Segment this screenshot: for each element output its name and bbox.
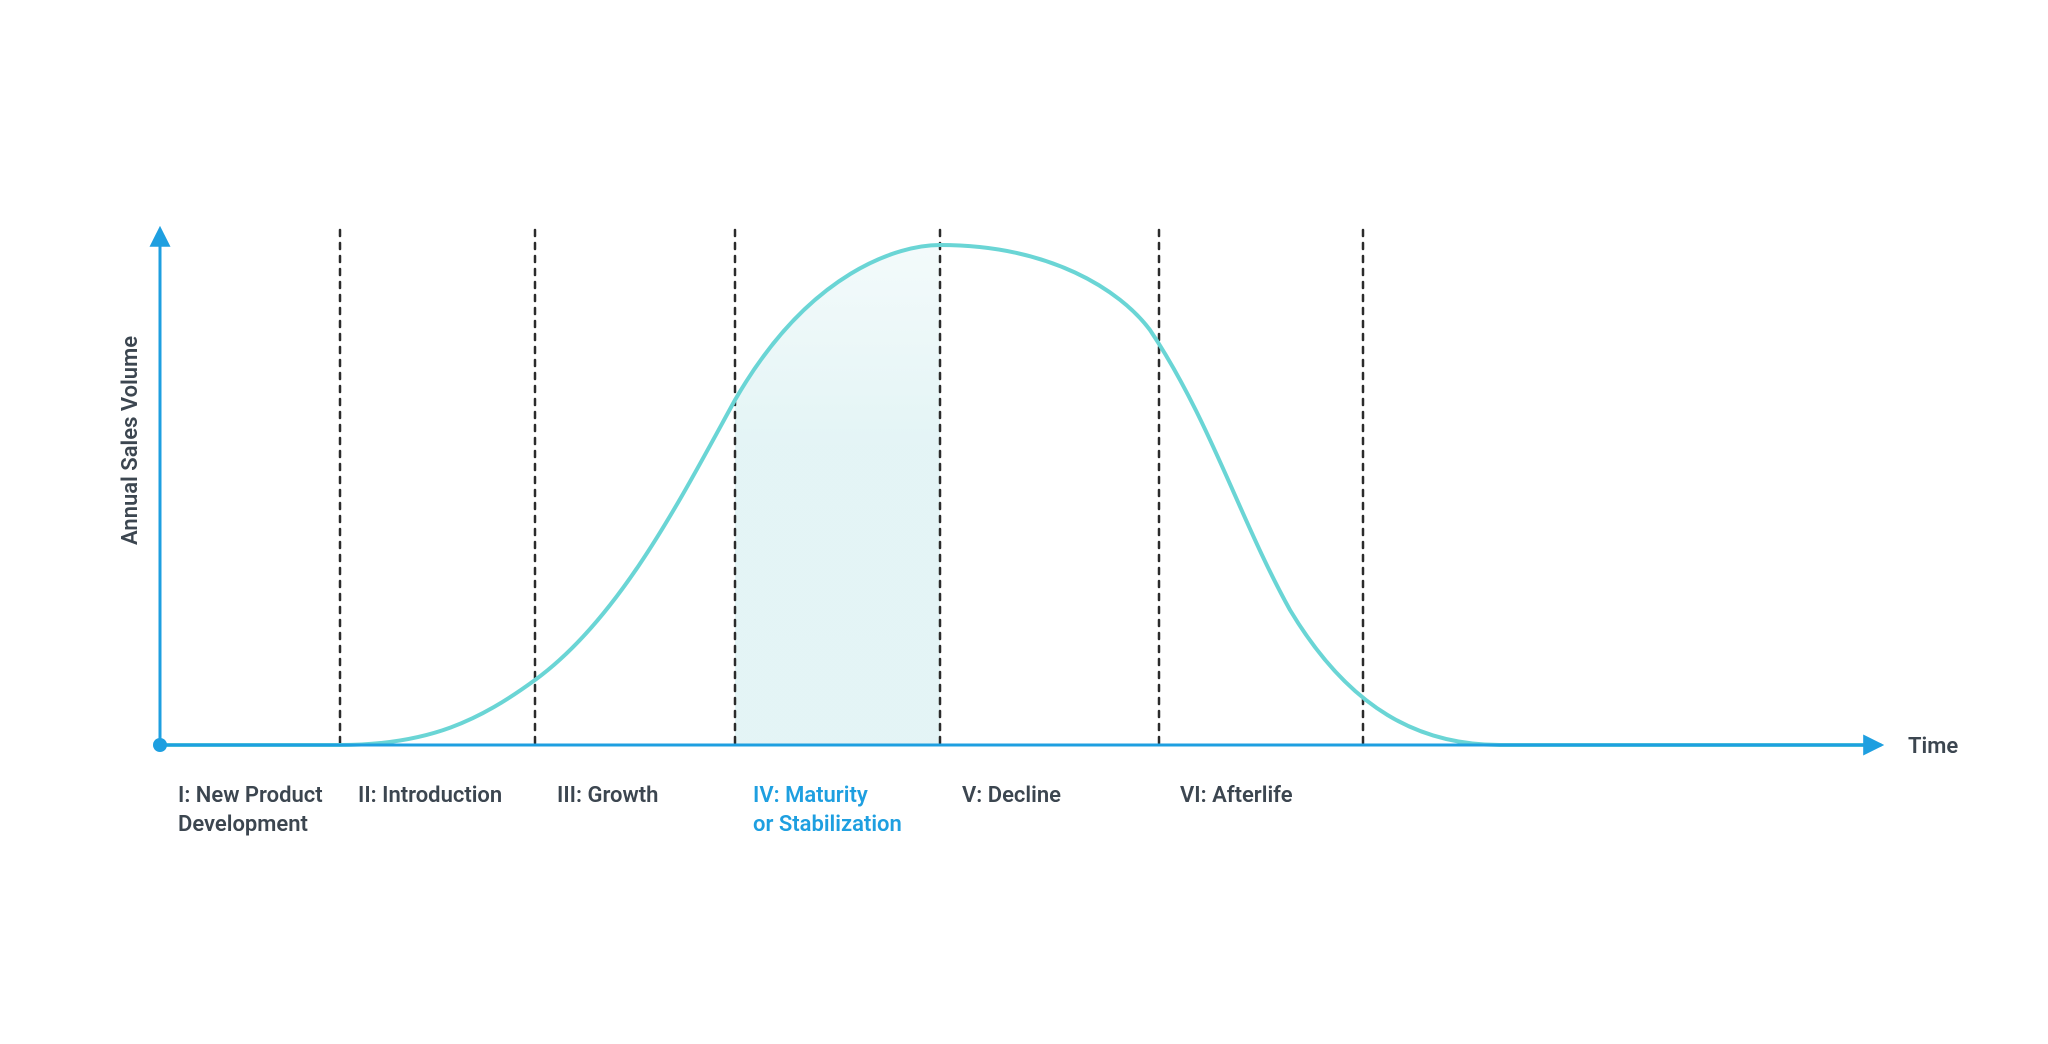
phase-label-5: V: Decline [962, 782, 1061, 811]
highlight-region [735, 245, 940, 745]
phase-label-2: II: Introduction [358, 782, 502, 811]
phase-label-4: IV: Maturity or Stabilization [753, 782, 902, 839]
phase-label-6: VI: Afterlife [1180, 782, 1293, 811]
phase-label-1: I: New Product Development [178, 782, 323, 839]
x-axis-label: Time [1908, 734, 1958, 759]
y-axis-label: Annual Sales Volume [118, 336, 143, 545]
chart-svg [0, 0, 2048, 1044]
lifecycle-chart: Time Annual Sales Volume I: New Product De… [0, 0, 2048, 1044]
origin-dot [153, 738, 167, 752]
sales-curve [160, 245, 1880, 745]
phase-label-3: III: Growth [557, 782, 658, 811]
